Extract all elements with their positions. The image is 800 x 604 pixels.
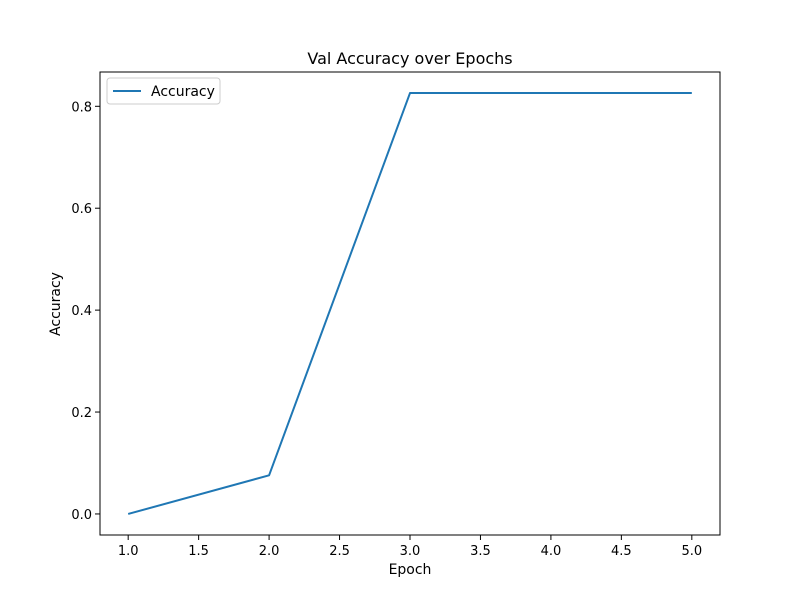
x-tick-label: 3.0 <box>400 544 421 559</box>
legend-label: Accuracy <box>151 84 215 100</box>
x-tick-label: 3.5 <box>470 544 491 559</box>
legend-box <box>106 77 221 105</box>
y-tick-label: 0.6 <box>71 202 92 217</box>
y-tick-label: 0.4 <box>71 304 92 319</box>
legend: Accuracy <box>106 77 221 105</box>
chart-title: Val Accuracy over Epochs <box>307 49 512 68</box>
plot-area-frame <box>99 71 721 536</box>
series-line-accuracy <box>127 92 692 515</box>
y-tick-label: 0.2 <box>71 406 92 421</box>
y-axis-label: Accuracy <box>48 272 64 336</box>
x-tick-label: 2.0 <box>259 544 280 559</box>
x-axis-label: Epoch <box>389 562 432 578</box>
x-tick-label: 5.0 <box>681 544 702 559</box>
x-axis-ticks: 1.0 1.5 2.0 2.5 3.0 3.5 4.0 4.5 5.0 <box>118 535 702 559</box>
x-tick-label: 1.0 <box>118 544 139 559</box>
x-tick-label: 2.5 <box>329 544 350 559</box>
x-tick-label: 4.0 <box>541 544 562 559</box>
x-tick-label: 1.5 <box>188 544 209 559</box>
y-axis-ticks: 0.0 0.2 0.4 0.6 0.8 <box>71 100 100 523</box>
y-tick-label: 0.0 <box>71 508 92 523</box>
series-layer <box>127 92 692 515</box>
y-tick-label: 0.8 <box>71 100 92 115</box>
x-tick-label: 4.5 <box>611 544 632 559</box>
